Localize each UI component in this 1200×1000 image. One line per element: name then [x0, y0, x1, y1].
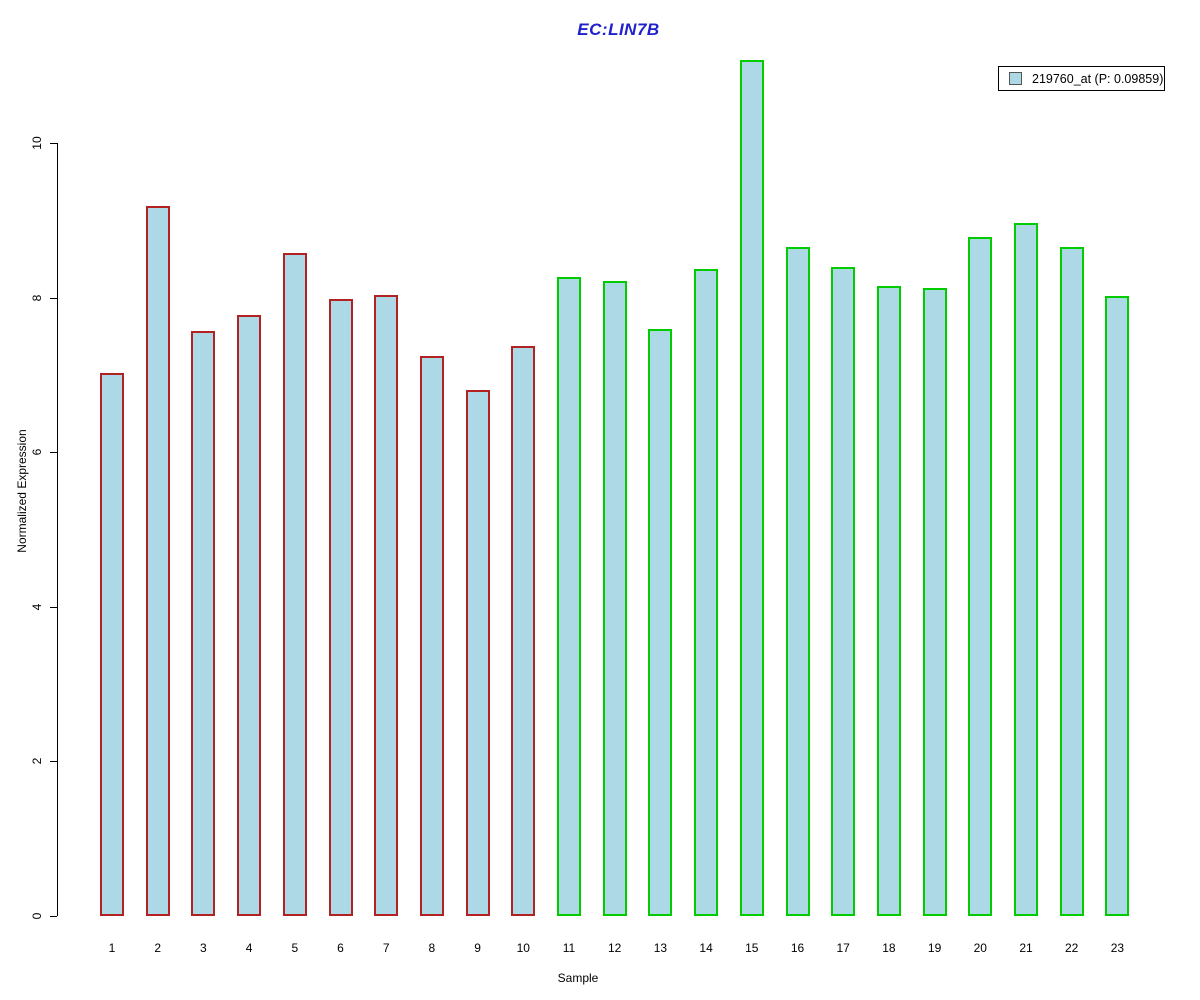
x-tick-label: 19 [927, 941, 942, 955]
bar [145, 205, 170, 916]
y-axis-label: Normalized Expression [15, 429, 29, 553]
x-tick-label: 11 [562, 941, 576, 955]
bar [282, 252, 307, 916]
x-tick-label: 8 [428, 941, 436, 955]
bar [785, 246, 810, 916]
bar [1059, 246, 1084, 916]
y-tick [50, 761, 57, 763]
x-tick-label: 1 [108, 941, 116, 955]
x-tick-label: 20 [973, 941, 987, 955]
y-tick-label: 0 [30, 912, 44, 920]
bar [694, 268, 719, 916]
bar [557, 276, 581, 916]
bar [1014, 223, 1038, 916]
y-tick [50, 297, 57, 299]
x-axis-label: Sample [557, 971, 599, 985]
bar [100, 372, 124, 916]
legend-label: 219760_at (P: 0.09859) [1032, 71, 1164, 86]
bar [648, 329, 673, 916]
x-tick-label: 3 [200, 941, 207, 955]
bar [876, 286, 901, 916]
x-tick-label: 22 [1065, 941, 1079, 955]
y-tick [50, 452, 57, 454]
y-tick-label: 2 [30, 758, 44, 765]
bar [419, 356, 444, 916]
x-tick-label: 6 [337, 941, 344, 955]
bar [237, 315, 262, 916]
y-tick-label: 10 [30, 136, 44, 150]
bar [191, 330, 216, 916]
legend: 219760_at (P: 0.09859) [998, 66, 1165, 91]
y-tick [50, 143, 57, 144]
x-tick-label: 17 [836, 941, 850, 955]
chart-title: EC:LIN7B [577, 20, 660, 39]
bar [922, 287, 947, 916]
x-tick-label: 5 [291, 941, 299, 955]
x-tick-label: 10 [516, 941, 530, 955]
bar [739, 59, 764, 916]
bar [831, 266, 856, 916]
x-tick-label: 7 [382, 941, 390, 955]
y-tick-label: 8 [30, 294, 44, 301]
bar [374, 294, 399, 916]
y-axis-line [57, 143, 58, 916]
bar [511, 346, 536, 916]
y-tick-label: 4 [30, 603, 44, 611]
x-tick-label: 21 [1019, 941, 1033, 955]
x-tick-label: 13 [653, 941, 668, 955]
x-tick-label: 2 [154, 941, 162, 955]
x-tick-label: 14 [699, 941, 713, 955]
x-tick-label: 12 [608, 941, 622, 955]
bar [602, 281, 627, 916]
x-tick-label: 18 [882, 941, 896, 955]
x-tick-label: 16 [790, 941, 805, 955]
y-tick-label: 6 [30, 448, 44, 456]
x-tick-label: 15 [745, 941, 759, 955]
x-tick-label: 4 [245, 941, 253, 955]
x-tick-label: 9 [474, 941, 481, 955]
y-tick [50, 916, 57, 917]
y-tick [50, 606, 57, 608]
x-tick-label: 23 [1110, 941, 1125, 955]
bar [968, 237, 993, 916]
bar [1105, 296, 1130, 916]
bar [465, 390, 490, 916]
legend-swatch-icon [1009, 72, 1022, 85]
bar [328, 299, 353, 916]
